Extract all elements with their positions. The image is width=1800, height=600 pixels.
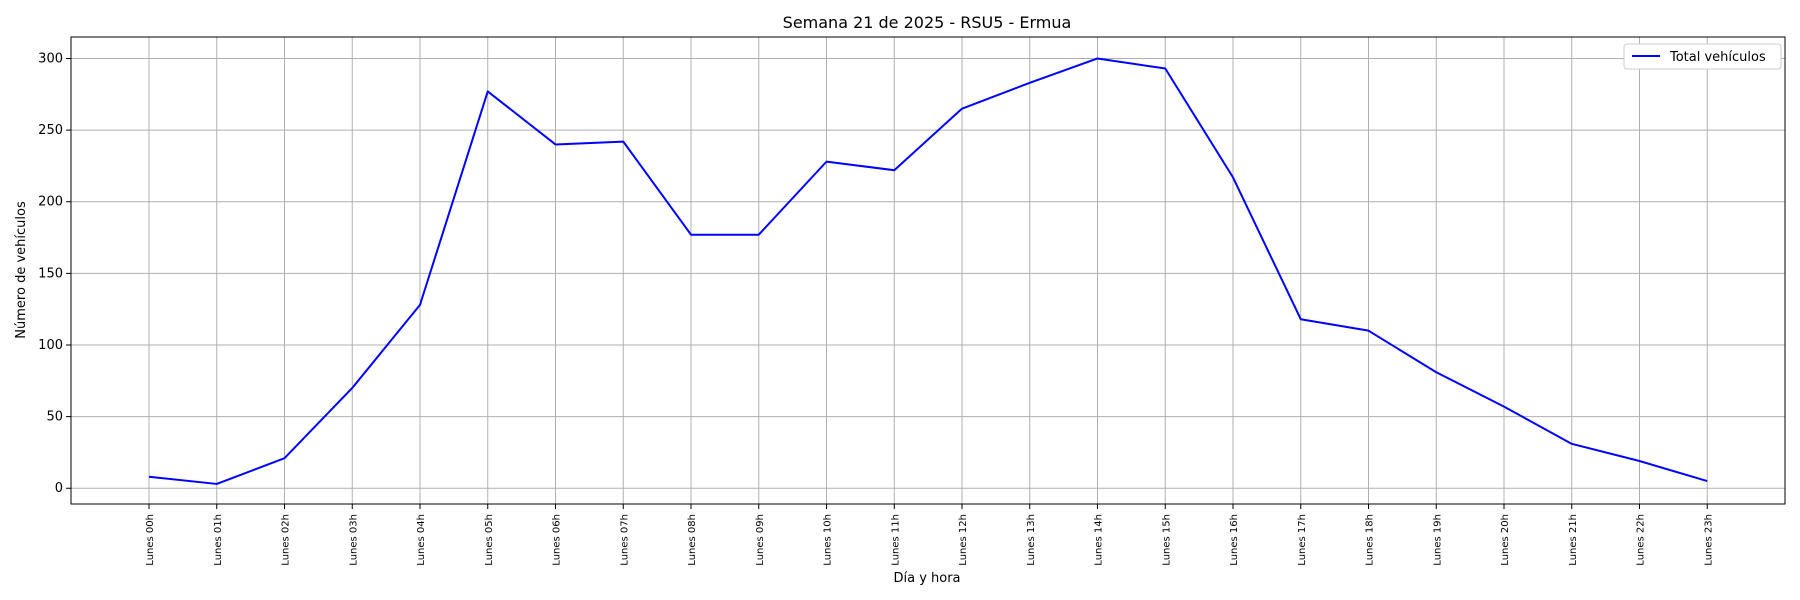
grid-lines — [71, 37, 1785, 504]
x-tick-label: Lunes 07h — [619, 514, 630, 566]
y-axis-ticks: 0 50 100 150 200 250 300 — [38, 51, 71, 496]
x-tick-label: Lunes 14h — [1094, 514, 1105, 566]
chart-title: Semana 21 de 2025 - RSU5 - Ermua — [783, 13, 1072, 32]
x-tick-label: Lunes 11h — [890, 514, 901, 566]
y-tick-label: 150 — [38, 266, 63, 281]
x-tick-label: Lunes 06h — [552, 514, 563, 566]
legend: Total vehículos — [1623, 43, 1782, 70]
y-tick-label: 0 — [55, 481, 63, 496]
x-tick-label: Lunes 12h — [958, 514, 969, 566]
y-tick-label: 50 — [46, 410, 63, 425]
x-tick-label: Lunes 05h — [484, 514, 495, 566]
x-tick-label: Lunes 02h — [281, 514, 292, 566]
plot-frame — [70, 36, 1786, 505]
x-tick-label: Lunes 17h — [1297, 514, 1308, 566]
y-tick-label: 250 — [38, 123, 63, 138]
x-tick-label: Lunes 09h — [755, 514, 766, 566]
series-group — [148, 57, 1708, 485]
x-tick-label: Lunes 03h — [348, 514, 359, 566]
x-axis-ticks: Lunes 00h Lunes 01h Lunes 02h Lunes 03h Lune… — [145, 504, 1714, 566]
x-tick-label: Lunes 23h — [1703, 514, 1714, 566]
x-tick-label: Lunes 21h — [1568, 514, 1579, 566]
series-line — [148, 57, 1708, 485]
x-axis-label: Día y hora — [893, 571, 960, 586]
x-tick-label: Lunes 10h — [823, 514, 834, 566]
legend-box — [1623, 43, 1782, 70]
x-tick-label: Lunes 15h — [1161, 514, 1172, 566]
x-tick-label: Lunes 08h — [687, 514, 698, 566]
y-tick-label: 100 — [38, 338, 63, 353]
x-tick-label: Lunes 19h — [1432, 514, 1443, 566]
x-tick-label: Lunes 13h — [1026, 514, 1037, 566]
x-tick-label: Lunes 18h — [1365, 514, 1376, 566]
legend-entry-label: Total vehículos — [1669, 50, 1766, 65]
y-tick-label: 200 — [38, 195, 63, 210]
y-axis-label: Número de vehículos — [14, 201, 29, 339]
x-tick-label: Lunes 22h — [1636, 514, 1647, 566]
x-tick-label: Lunes 00h — [145, 514, 156, 566]
x-tick-label: Lunes 01h — [213, 514, 224, 566]
x-tick-label: Lunes 04h — [416, 514, 427, 566]
x-tick-label: Lunes 16h — [1229, 514, 1240, 566]
x-tick-label: Lunes 20h — [1500, 514, 1511, 566]
y-tick-label: 300 — [38, 51, 63, 66]
